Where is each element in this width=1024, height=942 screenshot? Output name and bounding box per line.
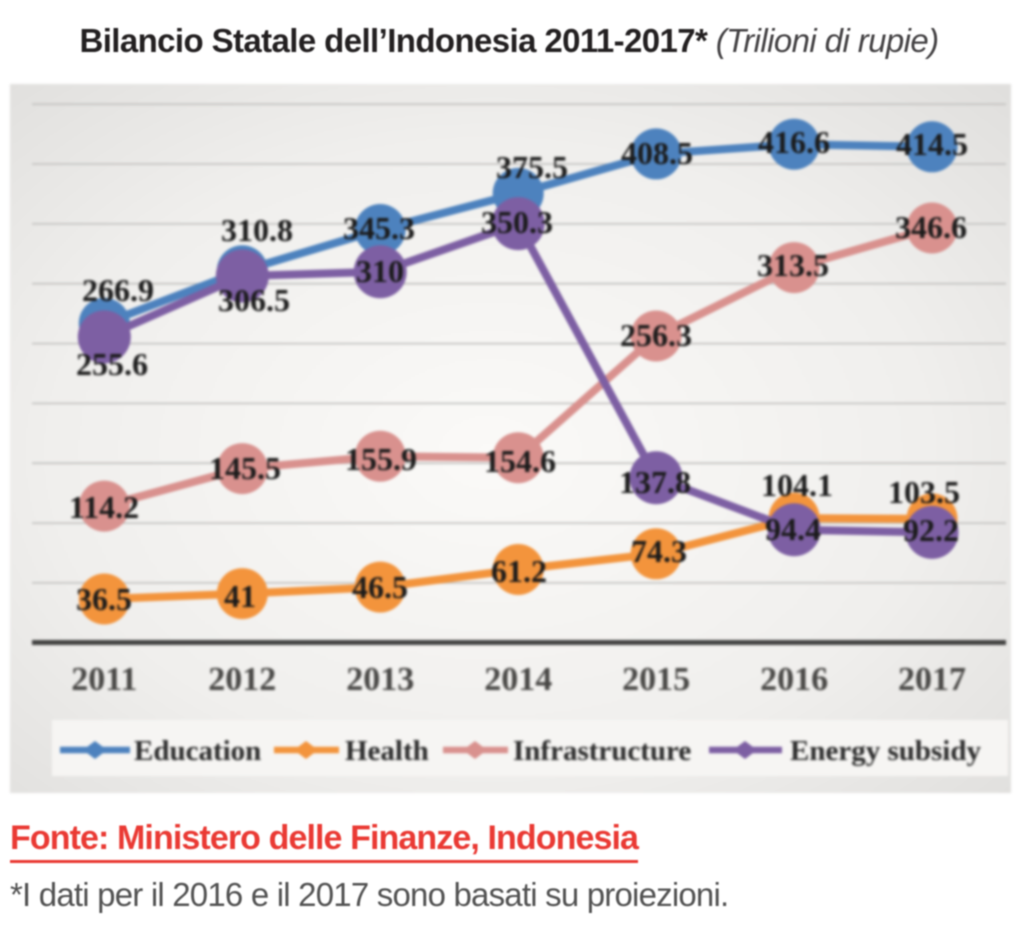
svg-text:256.3: 256.3: [620, 317, 692, 353]
svg-text:103.5: 103.5: [888, 474, 960, 510]
svg-text:2012: 2012: [208, 661, 276, 698]
svg-text:375.5: 375.5: [496, 149, 568, 185]
svg-text:94.4: 94.4: [765, 511, 821, 547]
svg-text:346.6: 346.6: [895, 209, 967, 245]
svg-text:Infrastructure: Infrastructure: [513, 735, 691, 767]
svg-text:61.2: 61.2: [491, 553, 547, 589]
svg-text:2015: 2015: [622, 661, 690, 698]
svg-text:310: 310: [356, 253, 404, 289]
svg-text:313.5: 313.5: [757, 247, 829, 283]
svg-text:266.9: 266.9: [82, 272, 154, 308]
svg-text:414.5: 414.5: [896, 126, 968, 162]
svg-text:145.5: 145.5: [209, 450, 281, 486]
svg-text:345.3: 345.3: [343, 210, 415, 246]
svg-text:104.1: 104.1: [761, 467, 833, 503]
svg-text:Education: Education: [134, 735, 261, 767]
svg-text:255.6: 255.6: [76, 346, 148, 382]
svg-text:41: 41: [224, 578, 256, 614]
svg-text:137.8: 137.8: [619, 464, 691, 500]
svg-text:306.5: 306.5: [218, 282, 290, 318]
svg-text:Energy subsidy: Energy subsidy: [790, 735, 981, 767]
svg-text:2016: 2016: [760, 661, 828, 698]
svg-text:36.5: 36.5: [76, 581, 132, 617]
svg-text:2011: 2011: [71, 661, 137, 698]
svg-text:155.9: 155.9: [345, 441, 417, 477]
svg-text:310.8: 310.8: [221, 212, 293, 248]
svg-text:2017: 2017: [898, 661, 966, 698]
svg-text:2014: 2014: [484, 661, 552, 698]
svg-text:416.6: 416.6: [758, 124, 830, 160]
svg-text:2013: 2013: [346, 661, 414, 698]
svg-text:114.2: 114.2: [69, 489, 139, 525]
svg-text:92.2: 92.2: [903, 512, 959, 548]
svg-text:46.5: 46.5: [352, 569, 408, 605]
svg-text:350.3: 350.3: [481, 204, 553, 240]
svg-text:Health: Health: [345, 735, 429, 767]
svg-text:408.5: 408.5: [621, 135, 693, 171]
svg-text:154.6: 154.6: [484, 443, 556, 479]
svg-text:74.3: 74.3: [631, 533, 687, 569]
